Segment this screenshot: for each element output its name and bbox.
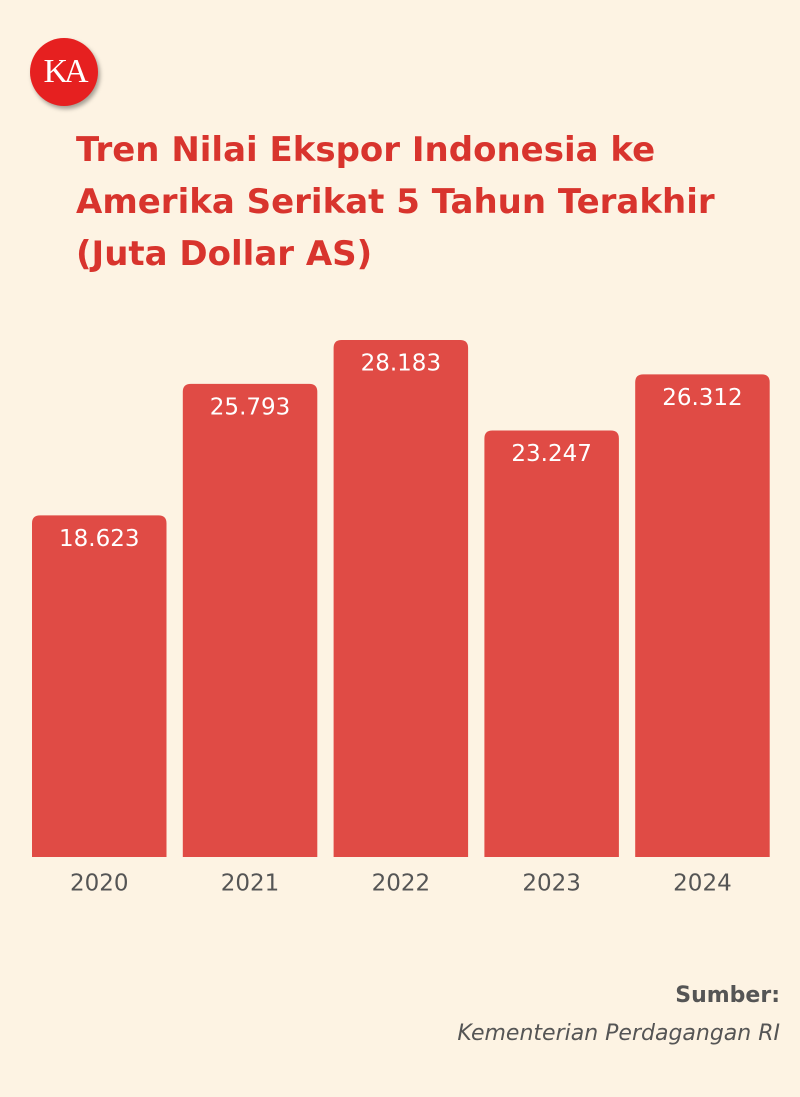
- logo: KA: [30, 38, 98, 106]
- chart-title: Tren Nilai Ekspor Indonesia ke Amerika S…: [76, 130, 715, 274]
- value-label: 28.183: [361, 351, 441, 377]
- x-tick-label: 2023: [522, 871, 581, 897]
- x-tick-label: 2020: [70, 871, 129, 897]
- value-label: 18.623: [59, 526, 139, 552]
- bar: [484, 430, 619, 857]
- source-text: Kementerian Perdagangan RI: [457, 1021, 780, 1046]
- bar: [182, 383, 318, 857]
- bar: [333, 340, 469, 857]
- x-tick-label: 2022: [372, 871, 431, 897]
- source-label: Sumber:: [675, 983, 780, 1008]
- bar: [32, 515, 167, 857]
- value-label: 23.247: [511, 441, 591, 467]
- x-tick-label: 2021: [221, 871, 280, 897]
- bar: [635, 374, 770, 857]
- value-label: 26.312: [662, 385, 742, 411]
- chart: 18.623 2020 25.793 2021 28.183 2022 23.247 2023…: [32, 340, 770, 897]
- value-label: 25.793: [210, 394, 290, 420]
- x-tick-label: 2024: [673, 871, 732, 897]
